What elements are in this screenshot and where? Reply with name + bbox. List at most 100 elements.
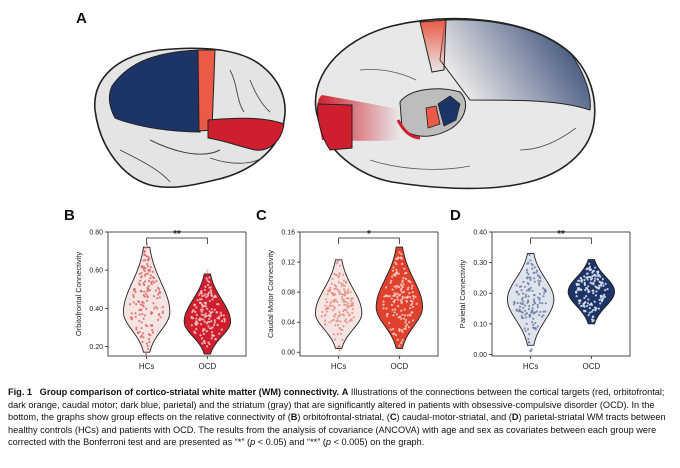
data-point [411, 305, 415, 308]
data-point [135, 328, 138, 331]
data-point [343, 308, 346, 311]
data-point [149, 277, 152, 280]
data-point [336, 332, 339, 336]
data-point [342, 298, 346, 301]
data-point [202, 318, 205, 321]
data-point [384, 286, 388, 289]
data-point [147, 333, 151, 336]
data-point [526, 281, 529, 285]
data-point [535, 271, 538, 274]
data-point [390, 297, 393, 300]
panel-label-b: B [64, 207, 75, 224]
data-point [538, 298, 541, 302]
data-point [191, 310, 194, 314]
data-point [401, 279, 404, 282]
data-point [205, 277, 208, 280]
data-point [201, 306, 204, 309]
data-point [203, 301, 206, 304]
data-point [138, 330, 141, 334]
data-point [586, 302, 590, 305]
data-point [406, 314, 409, 317]
data-point [155, 279, 158, 283]
data-point [536, 274, 539, 277]
data-point [391, 275, 394, 278]
data-point [328, 321, 331, 324]
data-point [338, 290, 341, 293]
data-point [518, 305, 522, 308]
data-point [222, 314, 225, 317]
data-point [583, 283, 587, 287]
data-point [146, 347, 150, 351]
data-point [146, 272, 149, 275]
data-point [531, 320, 534, 324]
data-point [220, 320, 224, 323]
data-point [138, 313, 141, 316]
data-point [143, 250, 146, 254]
data-point [208, 280, 211, 284]
data-point [596, 272, 599, 276]
data-point [394, 308, 397, 311]
data-point [385, 315, 389, 318]
violin-ocd [567, 259, 616, 325]
data-point [395, 313, 399, 316]
data-point [520, 316, 524, 319]
data-point [200, 298, 203, 301]
data-point [338, 272, 341, 275]
data-point [403, 272, 407, 275]
data-point [341, 328, 344, 332]
data-point [600, 281, 604, 284]
data-point [592, 269, 595, 272]
data-point [520, 314, 523, 317]
data-point [532, 311, 535, 314]
data-point [392, 294, 395, 297]
data-point [134, 290, 137, 294]
data-point [401, 295, 404, 298]
data-point [393, 311, 396, 314]
data-point [142, 259, 145, 262]
caption-text-5: < 0.05) and “**” ( [255, 437, 326, 448]
data-point [339, 332, 343, 336]
data-point [351, 307, 354, 311]
data-point [395, 263, 398, 266]
data-point [585, 276, 588, 279]
data-point [575, 294, 578, 298]
data-point [202, 332, 205, 335]
data-point [403, 267, 406, 270]
data-point [156, 307, 159, 310]
data-point [401, 330, 404, 334]
data-point [392, 332, 395, 336]
data-point [321, 310, 324, 314]
data-point [412, 294, 415, 298]
data-point [527, 308, 531, 311]
data-point [533, 277, 536, 280]
data-point [157, 313, 161, 317]
data-point [404, 318, 408, 322]
data-point [583, 296, 586, 300]
data-point [206, 279, 209, 282]
data-point [522, 280, 525, 283]
data-point [392, 273, 395, 276]
chart-b: 0.20 0.40 0.60 0.80 Orbitofrontal Connectivi… [64, 222, 254, 382]
data-point [515, 290, 518, 293]
data-point [343, 303, 346, 307]
data-point [220, 314, 223, 317]
data-point [524, 329, 527, 333]
data-point [538, 313, 541, 317]
data-point [530, 262, 533, 265]
data-point [529, 286, 532, 289]
data-point [204, 312, 207, 315]
data-point [334, 273, 338, 276]
significance-label: ** [557, 229, 565, 240]
caption-text-2: ) orbitofrontal-striatal, ( [297, 412, 390, 423]
data-point [596, 278, 599, 281]
data-point [336, 260, 339, 263]
data-point [142, 317, 145, 320]
data-point [145, 307, 148, 310]
brain-illustration [94, 17, 596, 190]
caption-title: Group comparison of cortico-striatal whi… [39, 387, 340, 397]
data-point [349, 291, 352, 294]
data-point [149, 274, 152, 277]
data-point [200, 313, 204, 316]
data-point [346, 292, 349, 295]
data-point [345, 321, 349, 324]
